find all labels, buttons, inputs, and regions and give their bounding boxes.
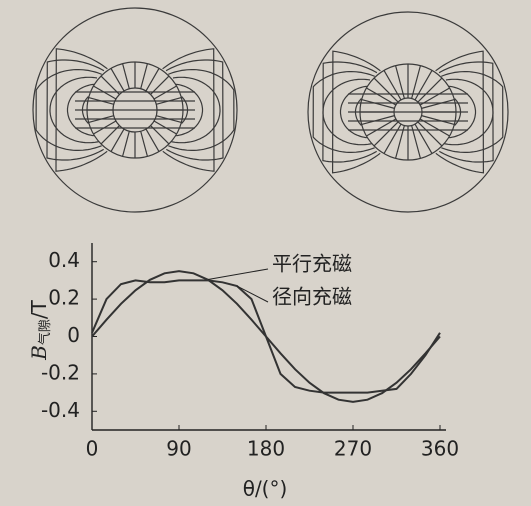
- magnet-line: [421, 98, 455, 109]
- leader-line: [207, 268, 269, 280]
- magnet-line: [140, 131, 149, 157]
- magnet-line: [421, 115, 455, 126]
- legend-label: 平行充磁: [272, 252, 352, 276]
- field-line: [339, 85, 368, 139]
- magnet-line: [100, 75, 120, 95]
- field-line: [35, 69, 102, 151]
- leader-line: [236, 285, 269, 303]
- x-tick-label: 90: [166, 437, 191, 461]
- magnet-line: [394, 125, 405, 159]
- magnet-line: [411, 65, 422, 99]
- y-tick-label: -0.4: [41, 398, 80, 422]
- magnet-line: [145, 68, 160, 92]
- magnet-line: [373, 77, 399, 103]
- magnet-line: [373, 121, 399, 147]
- magnet-line: [419, 118, 450, 137]
- magnet-line: [121, 131, 130, 157]
- field-line: [438, 61, 494, 163]
- y-label-symbol: B: [27, 345, 51, 361]
- field-line: [162, 48, 215, 172]
- magnet-line: [383, 123, 402, 154]
- x-tick-label: 180: [247, 437, 285, 461]
- series-line: [91, 279, 441, 394]
- field-line: [448, 85, 477, 139]
- magnet-line: [419, 87, 450, 106]
- chart: B气隙/T θ/(°) 0.40.20-0.2-0.40 90 180 270 360平…: [27, 243, 459, 501]
- field-line: [165, 59, 224, 161]
- magnet-line: [411, 125, 422, 159]
- magnet-line: [366, 87, 397, 106]
- field-line: [175, 83, 204, 137]
- field-line: [331, 50, 381, 174]
- field-line: [46, 59, 105, 161]
- x-axis-label: θ/(°): [243, 477, 288, 501]
- magnet-line: [361, 115, 395, 126]
- x-tick-label: 0: [86, 437, 99, 461]
- field-line: [435, 50, 485, 174]
- field-line: [441, 71, 504, 153]
- magnet-line: [150, 75, 170, 95]
- field-line: [312, 71, 375, 153]
- y-tick-label: -0.2: [41, 360, 80, 384]
- y-tick-label: 0.4: [48, 248, 80, 272]
- legend-label: 径向充磁: [272, 285, 352, 309]
- field-line: [66, 83, 95, 137]
- magnet-line: [414, 123, 433, 154]
- magnet-line: [110, 68, 125, 92]
- y-label-unit: /T: [27, 299, 51, 319]
- field-line: [168, 69, 235, 151]
- x-tick-label: 270: [334, 437, 372, 461]
- magnet-line: [145, 128, 160, 152]
- field-line: [55, 48, 108, 172]
- x-tick-label: 360: [421, 437, 459, 461]
- field-line: [49, 76, 99, 144]
- magnet-line: [417, 121, 443, 147]
- stator-circle: [307, 11, 509, 213]
- field-diagrams: [32, 7, 509, 213]
- magnet-line: [100, 125, 120, 145]
- magnet-line: [394, 65, 405, 99]
- magnet-line: [414, 70, 433, 101]
- y-axis-label: B气隙/T: [27, 299, 53, 360]
- field-line: [171, 76, 221, 144]
- magnet-line: [417, 77, 443, 103]
- y-tick-label: 0: [67, 323, 80, 347]
- magnet-line: [140, 63, 149, 89]
- magnet-line: [110, 128, 125, 152]
- y-label-sub: 气隙: [37, 319, 53, 345]
- magnet-line: [121, 63, 130, 89]
- magnet-line: [383, 70, 402, 101]
- y-tick-label: 0.2: [48, 286, 80, 310]
- field-line: [322, 61, 378, 163]
- magnet-line: [150, 125, 170, 145]
- magnet-line: [366, 118, 397, 137]
- magnet-line: [361, 98, 395, 109]
- stator-circle: [32, 7, 238, 213]
